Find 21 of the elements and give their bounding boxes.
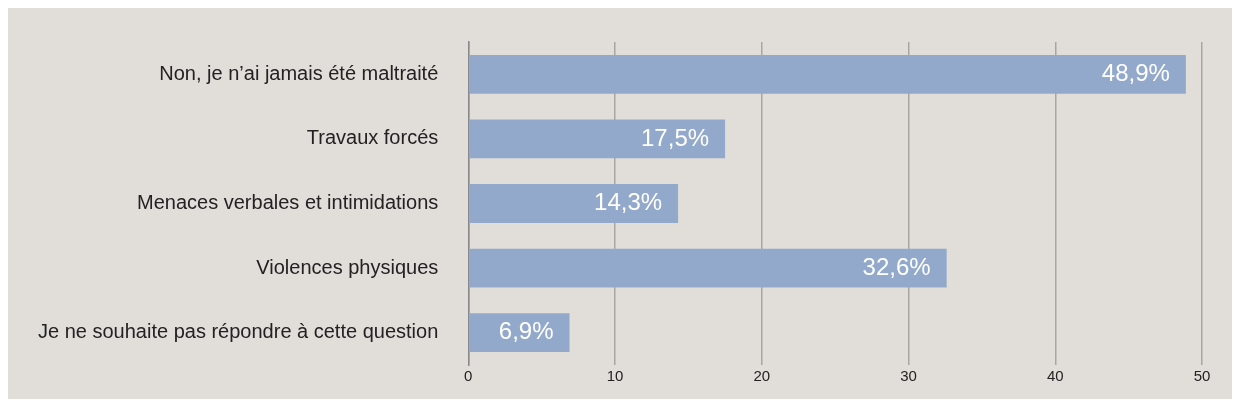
bar <box>469 313 570 353</box>
y-tick-label: Violences physiques <box>256 255 439 278</box>
data-label: 48,9% <box>1101 58 1170 86</box>
data-label: 6,9% <box>498 317 554 345</box>
data-label: 14,3% <box>594 188 663 216</box>
data-label: 17,5% <box>641 123 710 151</box>
y-tick-label: Je ne souhaite pas répondre à cette question <box>37 320 439 343</box>
data-label: 32,6% <box>862 252 931 280</box>
bar <box>469 54 1186 94</box>
x-tick-label: 50 <box>1193 367 1211 385</box>
x-tick-label: 20 <box>753 367 771 385</box>
y-tick-label: Non, je n’ai jamais été maltraité <box>159 61 439 84</box>
bar <box>469 119 726 159</box>
x-tick-label: 40 <box>1046 367 1064 385</box>
bar <box>469 248 947 288</box>
y-tick-label: Menaces verbales et intimidations <box>137 191 439 214</box>
x-tick-label: 30 <box>900 367 917 385</box>
x-tick-label: 10 <box>606 367 624 385</box>
y-tick-label: Travaux forcés <box>306 126 439 149</box>
x-tick-label: 0 <box>464 367 473 385</box>
bar <box>469 184 679 223</box>
